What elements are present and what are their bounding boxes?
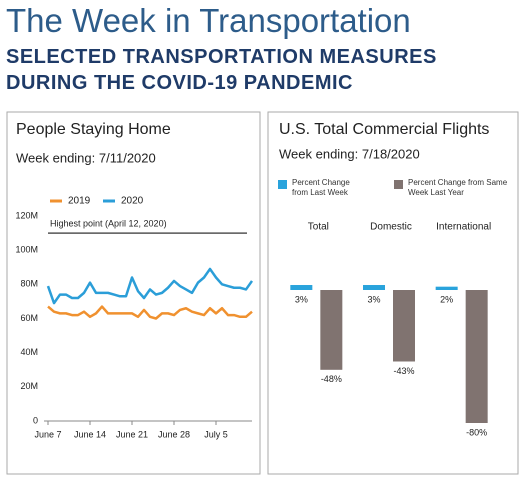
value-label: -48% [321,374,342,384]
legend-label: 2019 [68,196,91,207]
legend-swatch [278,180,287,189]
legend-text: Percent Change from Same Week Last Year [408,178,508,197]
bar [465,290,488,423]
value-label: -43% [393,366,414,376]
y-tick-label: 20M [20,381,38,391]
panel [267,111,519,475]
value-label: -80% [466,427,487,437]
category-label: International [436,222,491,233]
reference-label: Highest point (April 12, 2020) [50,218,167,228]
y-tick-label: 40M [20,347,38,357]
legend-label: Percent Change from Same Week Last Year [408,178,508,197]
series-line [47,305,253,320]
y-tick-label: 60M [20,313,38,323]
y-tick-label: 120M [15,210,38,220]
x-tick-label: June 28 [158,429,190,439]
bar [363,285,385,290]
value-label: 3% [295,294,308,304]
chart-title: People Staying Home [16,121,171,138]
x-tick-label: July 5 [204,429,228,439]
y-tick-label: 0 [33,415,38,425]
value-label: 3% [367,294,380,304]
x-tick-label: June 7 [34,429,61,439]
x-tick-label: June 21 [116,429,148,439]
legend-text: Percent Change from Last Week [292,178,350,197]
panel [6,111,261,475]
chart-subtitle: Week ending: 7/11/2020 [16,150,156,165]
bar [290,285,313,290]
category-label: Domestic [370,222,412,233]
y-tick-label: 80M [20,279,38,289]
category-label: Total [308,222,329,233]
bar [320,290,343,370]
legend-label: Percent Change from Last Week [292,178,350,197]
bar [393,290,415,362]
bar [435,286,458,290]
x-tick-label: June 14 [74,429,106,439]
series-line [46,267,254,305]
legend-label: 2020 [121,196,144,207]
chart-subtitle: Week ending: 7/18/2020 [279,146,420,161]
page-subtitle: SELECTED TRANSPORTATION MEASURES DURING … [6,46,437,94]
chart-title: U.S. Total Commercial Flights [279,121,489,138]
y-tick-label: 100M [15,245,38,255]
page-title: The Week in Transportation [6,2,411,39]
legend-swatch [394,180,403,189]
value-label: 2% [440,294,453,304]
